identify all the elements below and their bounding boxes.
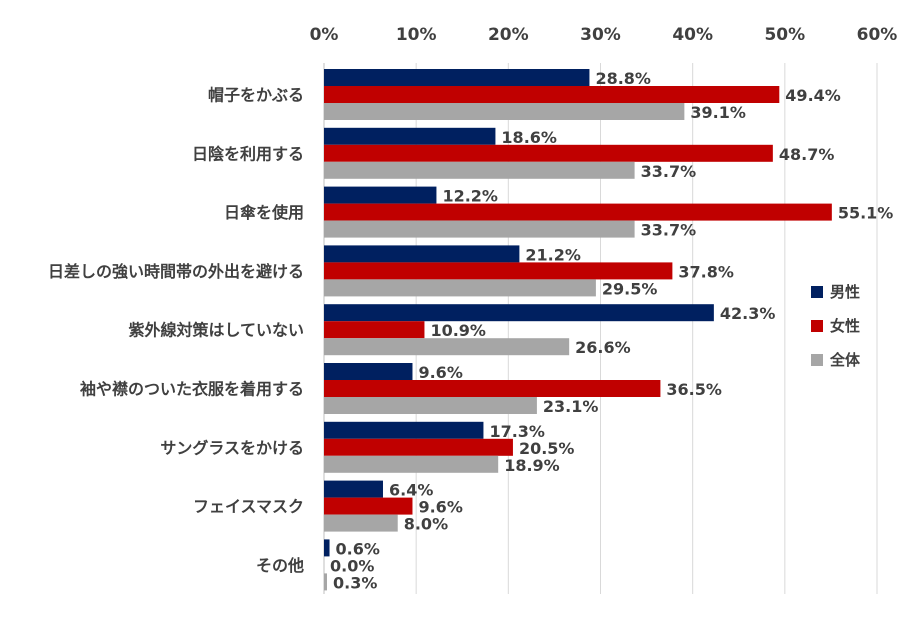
- bar-total-3: [324, 279, 596, 297]
- category-label: 日陰を利用する: [192, 144, 304, 163]
- data-label: 0.6%: [336, 539, 380, 558]
- bars: [324, 69, 832, 591]
- data-label: 33.7%: [641, 162, 697, 181]
- x-tick-label: 0%: [310, 25, 339, 45]
- bar-female-1: [324, 144, 773, 162]
- x-tick-label: 10%: [396, 25, 437, 45]
- data-label: 18.6%: [501, 128, 557, 147]
- legend-swatch: [811, 320, 823, 332]
- data-label: 6.4%: [389, 481, 433, 500]
- category-label: 袖や襟のついた衣服を着用する: [80, 380, 304, 399]
- data-label: 36.5%: [666, 380, 722, 399]
- category-label: 日傘を使用: [224, 203, 304, 222]
- data-label: 33.7%: [641, 221, 697, 240]
- x-tick-label: 40%: [672, 25, 713, 45]
- data-label: 39.1%: [690, 103, 746, 122]
- bar-male-8: [324, 539, 330, 557]
- data-labels: 28.8% 49.4% 39.1% 18.6% 48.7% 33.7% 12.2% 55.1%…: [330, 69, 893, 592]
- data-label: 37.8%: [678, 262, 734, 281]
- bar-total-5: [324, 397, 537, 414]
- data-label: 18.9%: [504, 456, 560, 475]
- bar-female-6: [324, 438, 513, 456]
- bar-total-7: [324, 514, 398, 532]
- category-label: 紫外線対策はしていない: [128, 321, 304, 340]
- data-label: 10.9%: [430, 321, 486, 340]
- category-label: 帽子をかぶる: [208, 86, 304, 105]
- legend-swatch: [811, 354, 823, 366]
- bar-total-2: [324, 220, 635, 238]
- x-tick-label: 30%: [580, 25, 621, 45]
- bar-female-5: [324, 380, 661, 397]
- bar-male-4: [324, 304, 714, 322]
- bar-male-2: [324, 186, 437, 204]
- data-label: 48.7%: [779, 145, 835, 164]
- category-label: フェイスマスク: [193, 497, 304, 516]
- data-label: 8.0%: [404, 515, 448, 534]
- data-label: 20.5%: [519, 439, 575, 458]
- legend-label: 女性: [830, 317, 860, 335]
- category-label: サングラスをかける: [160, 438, 304, 457]
- data-label: 9.6%: [418, 498, 462, 517]
- bar-total-6: [324, 455, 499, 473]
- data-label: 42.3%: [720, 304, 776, 323]
- data-label: 0.3%: [333, 573, 377, 592]
- data-label: 29.5%: [602, 279, 658, 298]
- legend-swatch: [811, 286, 823, 298]
- bar-female-3: [324, 262, 673, 280]
- x-tick-label: 50%: [764, 25, 805, 45]
- data-label: 0.0%: [330, 556, 374, 575]
- data-label: 26.6%: [575, 338, 631, 357]
- bar-total-1: [324, 161, 635, 179]
- bar-female-7: [324, 497, 413, 515]
- bar-male-7: [324, 480, 383, 498]
- category-label: 日差しの強い時間帯の外出を避ける: [48, 262, 304, 281]
- x-axis-ticks: 0% 10% 20% 30% 40% 50% 60%: [310, 25, 898, 45]
- bar-total-4: [324, 338, 570, 356]
- data-label: 28.8%: [595, 69, 651, 88]
- legend-label: 全体: [829, 351, 861, 369]
- bar-female-0: [324, 86, 780, 103]
- bar-total-8: [324, 573, 327, 591]
- data-label: 23.1%: [543, 397, 599, 416]
- bar-female-2: [324, 203, 832, 221]
- data-label: 17.3%: [489, 422, 545, 441]
- bar-male-3: [324, 245, 520, 263]
- category-labels: 帽子をかぶる日陰を利用する日傘を使用日差しの強い時間帯の外出を避ける紫外線対策は…: [48, 86, 304, 575]
- bar-male-5: [324, 363, 413, 380]
- data-label: 9.6%: [418, 363, 462, 382]
- data-label: 49.4%: [785, 86, 841, 105]
- data-label: 55.1%: [838, 204, 894, 223]
- data-label: 12.2%: [442, 187, 498, 206]
- bar-male-6: [324, 421, 484, 439]
- bar-male-1: [324, 127, 496, 145]
- bar-male-0: [324, 69, 590, 86]
- category-label: その他: [256, 556, 304, 575]
- bar-female-4: [324, 321, 425, 339]
- x-tick-label: 20%: [488, 25, 529, 45]
- legend-label: 男性: [830, 283, 860, 301]
- bar-total-0: [324, 103, 685, 120]
- data-label: 21.2%: [525, 245, 581, 264]
- x-tick-label: 60%: [857, 25, 898, 45]
